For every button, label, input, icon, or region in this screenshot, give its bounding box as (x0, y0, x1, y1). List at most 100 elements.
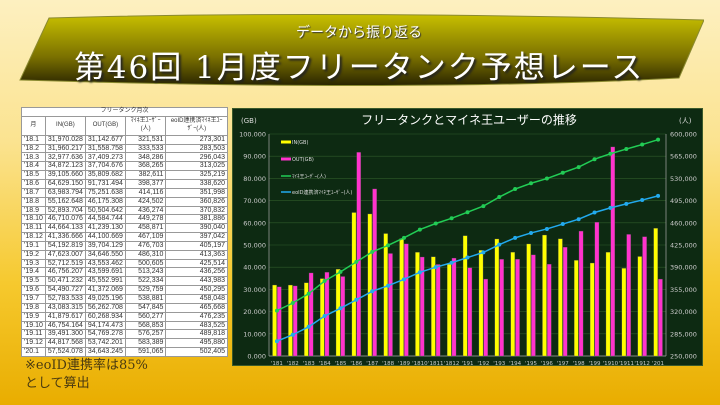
bar-in (478, 250, 484, 357)
bar-in (399, 238, 404, 357)
table-row: '18.2 31,960.217 31,558.758 333,533 283,503 (21, 143, 228, 154)
x-tick-label: '198 (573, 361, 586, 367)
table-cell: 39,491.300 (44, 329, 86, 340)
table-cell: '18.4 (21, 161, 46, 172)
table-cell: 568,853 (124, 320, 167, 331)
table-cell: 43,599.691 (84, 267, 126, 278)
data-point (386, 243, 391, 248)
table-row: '18.4 34,872.123 37,704.676 368,265 313,025 (21, 161, 228, 172)
left-tick-label: 10.000 (243, 330, 266, 338)
table-cell: '20.1 (21, 347, 46, 357)
data-point (513, 235, 518, 240)
table-cell: 54,490.727 (44, 285, 86, 295)
right-tick-label: 425,000 (670, 242, 697, 250)
table-cell: 476,235 (165, 311, 228, 322)
column-header: OUT(GB) (84, 115, 126, 136)
data-point (497, 242, 502, 247)
data-point (560, 222, 565, 227)
bar-out (547, 264, 552, 357)
x-tick-label: '194 (509, 361, 522, 367)
table-cell: '19.12 (21, 338, 46, 349)
table-cell: '18.12 (21, 232, 46, 242)
data-point (529, 181, 534, 186)
right-tick-label: 460,000 (670, 219, 697, 227)
bar-out (562, 247, 568, 357)
bar-out (515, 259, 520, 357)
x-tick-label: '1912 (634, 361, 650, 367)
table-cell: 458,871 (124, 223, 167, 234)
table-cell: '19.4 (21, 267, 46, 278)
data-point (354, 297, 359, 302)
table-row: '19.6 54,490.727 41,372.069 529,759 450,295 (21, 285, 228, 295)
monthly-table: フリータンク月次 月 IN(GB) OUT(GB) ﾏｲﾈ王ﾕｰｻﾞｰ(人) eoID連… (21, 107, 228, 357)
bar-in (431, 256, 436, 357)
data-point (624, 147, 629, 152)
data-point (465, 255, 470, 260)
data-point (576, 217, 581, 222)
data-point (592, 210, 597, 215)
data-point (465, 210, 470, 215)
right-tick-label: 285,000 (670, 330, 697, 338)
table-row: '19.10 46,754.164 94,174.473 568,853 483,525 (21, 320, 228, 331)
bar-in (288, 284, 293, 357)
data-point (481, 204, 486, 209)
table-cell: '18.3 (21, 152, 46, 163)
table-cell: '19.3 (21, 258, 46, 269)
table-row: '18.9 52,893.704 50,504.642 436,274 370,832 (21, 205, 228, 216)
table-cell: 46,175.308 (84, 196, 126, 207)
table-caption: フリータンク月次 (21, 107, 228, 117)
right-tick-label: 390,000 (670, 264, 697, 272)
bar-out (277, 286, 282, 357)
table-cell: 414,116 (124, 187, 167, 198)
chart-title: フリータンクとマイネ王ユーザーの推移 (361, 113, 577, 127)
left-tick-label: 70.000 (243, 197, 266, 205)
data-point (290, 301, 295, 306)
table-cell: 34,643.245 (84, 347, 126, 357)
chart-panel: フリータンクとマイネ王ユーザーの推移 (GB) (人) 0.000 10.000 20.0… (232, 108, 703, 367)
bar-out (340, 276, 346, 357)
data-point (624, 201, 629, 206)
table-cell: '18.5 (21, 170, 46, 181)
table-cell: 313,025 (165, 161, 228, 172)
table-row: '18.1 31,970.028 31,142.677 321,531 273,301 (21, 134, 228, 145)
table-row: '20.1 57,524.078 34,643.245 591,065 502,405 (21, 347, 228, 357)
table-cell: '19.5 (21, 276, 46, 287)
left-axis-unit: (GB) (241, 117, 257, 125)
table-cell: 52,712.519 (44, 258, 86, 269)
table-cell: '19.2 (21, 249, 46, 260)
table-cell: 54,192.819 (44, 240, 86, 251)
table-row: '19.8 43,083.315 56,262.708 547,845 465,668 (21, 302, 228, 313)
legend-label: ﾏｲﾈ王ﾕｰｻﾞｰ(人) (292, 173, 326, 180)
table-cell: 32,977.636 (44, 152, 86, 163)
table-cell: 35,809.682 (84, 170, 126, 181)
table-cell: 41,239.130 (84, 223, 126, 234)
table-cell: '18.7 (21, 187, 46, 198)
bar-in (447, 264, 452, 357)
table-cell: 351,998 (165, 187, 228, 198)
table-cell: 44,664.133 (44, 223, 86, 234)
bar-in (605, 252, 611, 357)
table-cell: 43,083.315 (44, 302, 86, 313)
table-cell: '18.1 (21, 134, 46, 145)
table-cell: 41,879.617 (44, 311, 86, 322)
right-tick-label: 495,000 (670, 197, 697, 205)
table-cell: 46,756.207 (44, 267, 86, 278)
table-cell: 583,389 (124, 338, 167, 349)
column-header: 月 (21, 115, 46, 136)
table-cell: 486,310 (124, 249, 167, 260)
table-cell: 382,611 (124, 170, 167, 181)
table-cell: 325,219 (165, 170, 228, 181)
table-cell: 443,983 (165, 276, 228, 287)
table-cell: 360,826 (165, 196, 228, 207)
table-cell: '19.6 (21, 285, 46, 295)
table-cell: 381,886 (165, 214, 228, 225)
left-tick-label: 100.000 (239, 131, 266, 139)
bar-in (462, 235, 468, 357)
bar-in (351, 212, 357, 357)
table-cell: 57,524.078 (44, 347, 86, 357)
table-cell: 296,043 (165, 152, 228, 163)
x-tick-label: '182 (287, 361, 299, 367)
bar-out (626, 234, 631, 357)
table-cell: 56,262.708 (84, 302, 126, 313)
table-cell: 46,710.076 (44, 214, 86, 225)
